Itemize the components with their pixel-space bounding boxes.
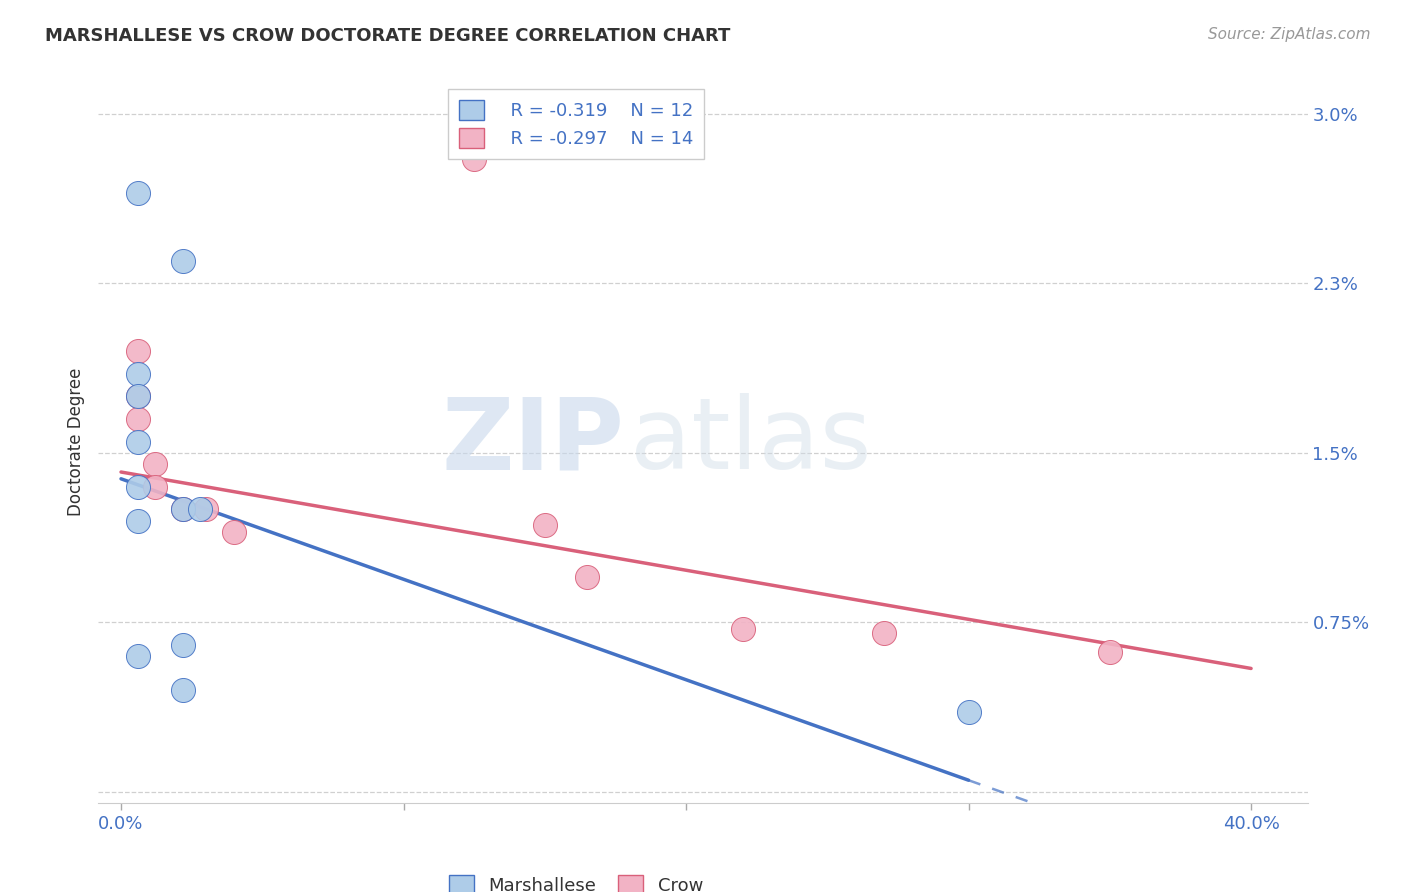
Point: [222, 524, 245, 539]
Y-axis label: Doctorate Degree: Doctorate Degree: [67, 368, 86, 516]
Point: [127, 514, 149, 528]
Point: [873, 626, 896, 640]
Point: [957, 706, 980, 720]
Point: [127, 367, 149, 381]
Legend: Marshallese, Crow: Marshallese, Crow: [440, 866, 713, 892]
Point: [1098, 644, 1121, 658]
Point: [127, 389, 149, 403]
Point: [143, 457, 166, 471]
Point: [194, 502, 217, 516]
Point: [127, 648, 149, 663]
Text: ZIP: ZIP: [441, 393, 624, 490]
Point: [576, 570, 599, 584]
Point: [188, 502, 211, 516]
Point: [533, 518, 555, 533]
Point: [463, 153, 485, 167]
Point: [127, 412, 149, 426]
Point: [127, 480, 149, 494]
Point: [731, 622, 754, 636]
Point: [127, 344, 149, 359]
Point: [172, 253, 194, 268]
Point: [127, 389, 149, 403]
Point: [172, 502, 194, 516]
Point: [127, 434, 149, 449]
Text: Source: ZipAtlas.com: Source: ZipAtlas.com: [1208, 27, 1371, 42]
Point: [172, 502, 194, 516]
Point: [127, 186, 149, 201]
Point: [172, 682, 194, 697]
Text: MARSHALLESE VS CROW DOCTORATE DEGREE CORRELATION CHART: MARSHALLESE VS CROW DOCTORATE DEGREE COR…: [45, 27, 730, 45]
Text: atlas: atlas: [630, 393, 872, 490]
Point: [172, 638, 194, 652]
Point: [143, 480, 166, 494]
